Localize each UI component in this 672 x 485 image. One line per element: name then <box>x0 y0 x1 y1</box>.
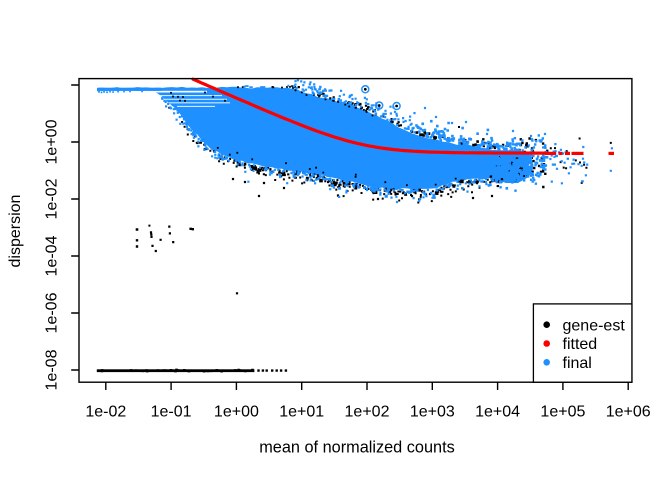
svg-text:1e+00: 1e+00 <box>214 404 259 421</box>
svg-text:1e+03: 1e+03 <box>410 404 455 421</box>
svg-text:final: final <box>563 355 592 372</box>
svg-text:1e+06: 1e+06 <box>606 404 651 421</box>
svg-text:1e-01: 1e-01 <box>151 404 192 421</box>
svg-text:1e-02: 1e-02 <box>85 404 126 421</box>
svg-text:1e-02: 1e-02 <box>44 178 61 219</box>
svg-text:fitted: fitted <box>563 336 598 353</box>
svg-text:1e+05: 1e+05 <box>540 404 585 421</box>
svg-text:1e+00: 1e+00 <box>44 119 61 164</box>
svg-text:1e+01: 1e+01 <box>279 404 324 421</box>
svg-text:1e-04: 1e-04 <box>44 235 61 276</box>
svg-text:1e+02: 1e+02 <box>345 404 390 421</box>
svg-text:dispersion: dispersion <box>7 195 24 268</box>
svg-text:1e+04: 1e+04 <box>475 404 520 421</box>
svg-text:gene-est: gene-est <box>563 317 626 334</box>
svg-text:1e-06: 1e-06 <box>44 292 61 333</box>
svg-text:mean of normalized counts: mean of normalized counts <box>259 439 454 457</box>
svg-text:1e-08: 1e-08 <box>44 349 61 390</box>
